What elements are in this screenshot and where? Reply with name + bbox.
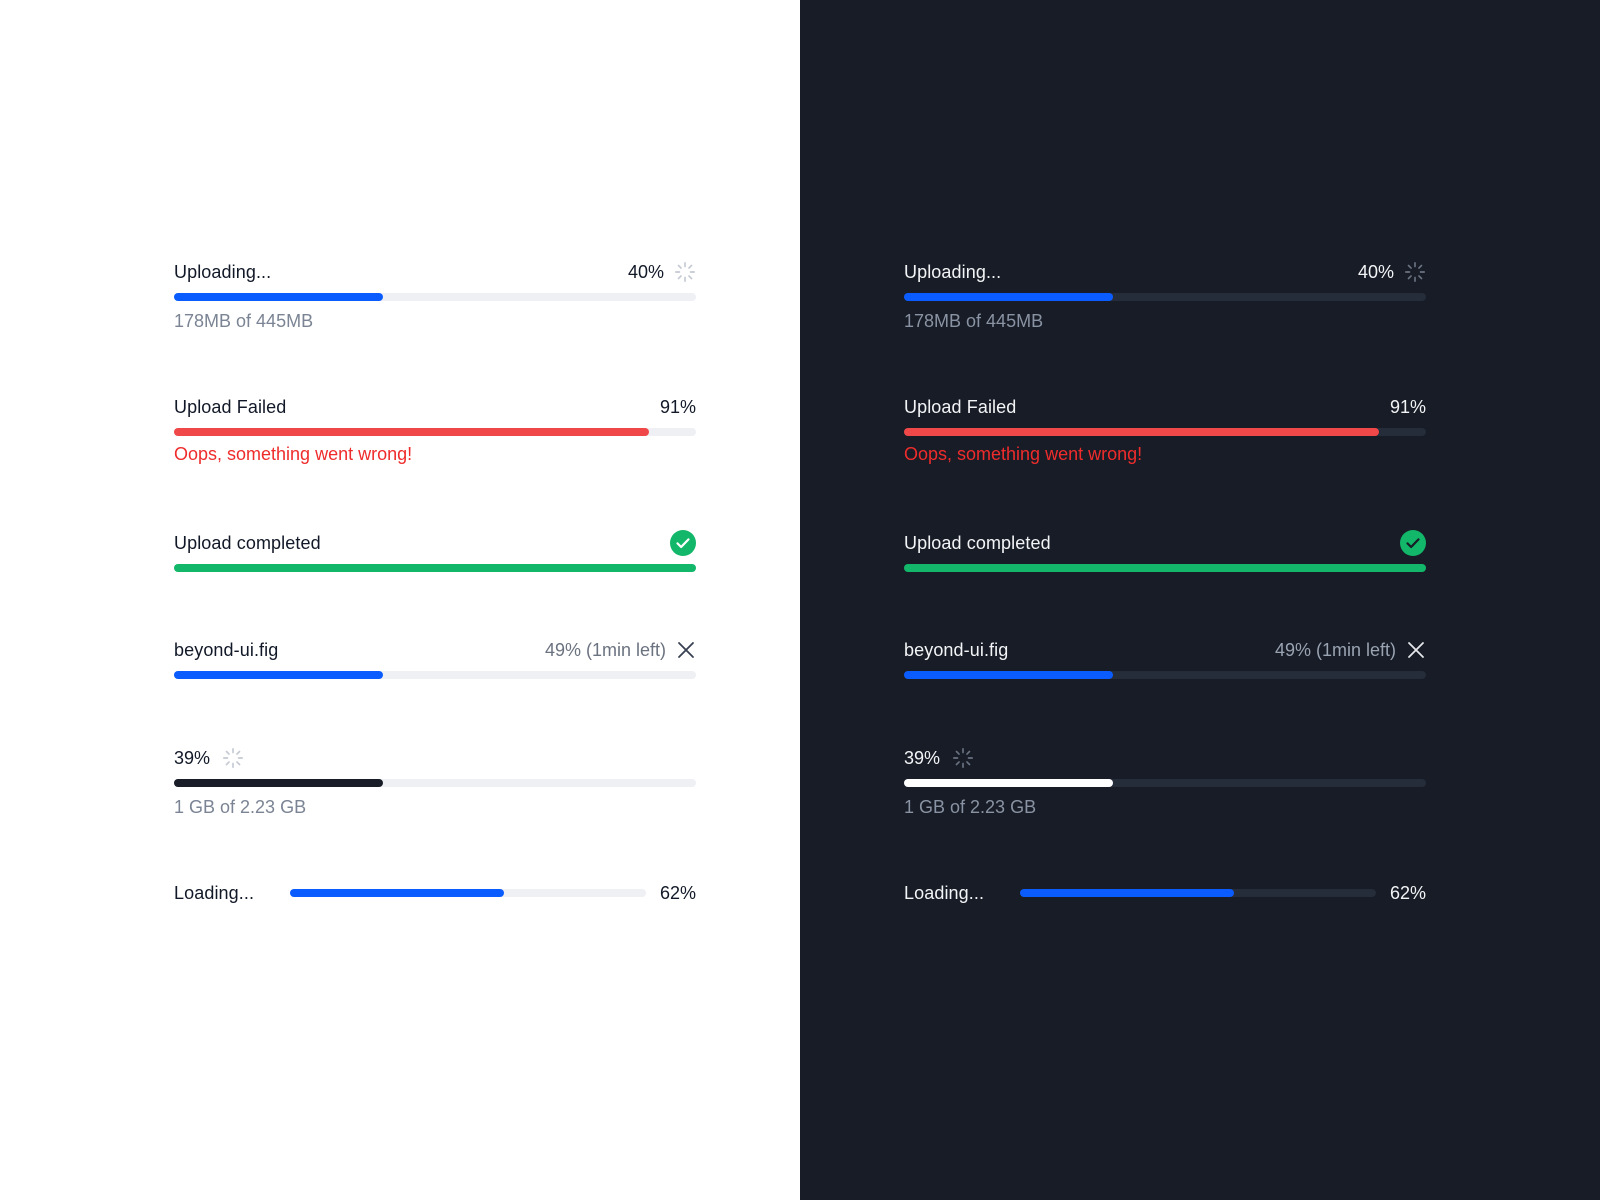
gb-size-detail: 1 GB of 2.23 GB [904, 797, 1037, 817]
upload-size-detail: 178MB of 445MB [174, 311, 314, 331]
loading-title: Loading... [174, 882, 255, 903]
progress-fill [904, 293, 1113, 301]
spinner-icon [675, 262, 695, 282]
loading-progress: Loading... 62% [904, 880, 1426, 906]
progress-track [290, 889, 646, 897]
completed-progress: Upload completed [904, 530, 1426, 572]
completed-title: Upload completed [904, 532, 1051, 553]
uploading-title: Uploading... [904, 261, 1002, 282]
uploading-title: Uploading... [174, 261, 272, 282]
uploading-percent: 40% [627, 261, 664, 282]
progress-fill [174, 428, 650, 436]
progress-track [174, 428, 696, 436]
uploading-percent: 40% [1357, 261, 1394, 282]
progress-fill [904, 779, 1113, 787]
progress-track [1020, 889, 1376, 897]
progress-fill [904, 671, 1113, 679]
spinner-icon [953, 748, 974, 768]
progress-track [174, 564, 696, 572]
progress-fill [174, 293, 383, 301]
progress-track [174, 671, 696, 679]
close-icon[interactable] [1406, 640, 1426, 660]
loading-percent: 62% [1389, 882, 1426, 903]
loading-percent: 62% [659, 882, 696, 903]
completed-title: Upload completed [174, 532, 321, 553]
failed-percent: 91% [659, 396, 696, 417]
upload-size-detail: 178MB of 445MB [904, 311, 1044, 331]
file-upload-progress: beyond-ui.fig 49% (1min left) [904, 637, 1426, 679]
error-message: Oops, something went wrong! [904, 444, 1143, 464]
file-progress-meta: 49% (1min left) [544, 639, 666, 660]
failed-progress: Upload Failed 91% Oops, something went w… [174, 394, 696, 465]
gb-progress: 39% 1 GB of 2.23 GB [904, 745, 1426, 818]
close-icon[interactable] [676, 640, 696, 660]
loading-progress: Loading... 62% [174, 880, 696, 906]
light-theme-panel: Uploading... 40% 178MB of 445MB Upload F… [174, 259, 696, 906]
file-progress-meta: 49% (1min left) [1274, 639, 1396, 660]
dark-theme-panel: Uploading... 40% 178MB of 445MB Upload F… [800, 0, 1600, 1200]
gb-percent: 39% [904, 747, 941, 768]
error-message: Oops, something went wrong! [174, 444, 413, 464]
progress-track [904, 671, 1426, 679]
progress-track [904, 428, 1426, 436]
progress-fill [174, 779, 383, 787]
progress-fill [174, 671, 383, 679]
failed-progress: Upload Failed 91% Oops, something went w… [904, 394, 1426, 465]
loading-title: Loading... [904, 882, 985, 903]
spinner-icon [1405, 262, 1425, 282]
progress-track [904, 293, 1426, 301]
progress-track [174, 779, 696, 787]
uploading-progress: Uploading... 40% 178MB of 445MB [174, 259, 696, 332]
check-circle-icon [670, 530, 696, 556]
file-name: beyond-ui.fig [904, 639, 1009, 660]
progress-fill [904, 428, 1380, 436]
failed-title: Upload Failed [904, 396, 1017, 417]
completed-progress: Upload completed [174, 530, 696, 572]
progress-fill [904, 564, 1426, 572]
progress-fill [1020, 889, 1234, 897]
gb-progress: 39% 1 GB of 2.23 GB [174, 745, 696, 818]
progress-track [904, 779, 1426, 787]
file-upload-progress: beyond-ui.fig 49% (1min left) [174, 637, 696, 679]
uploading-progress: Uploading... 40% 178MB of 445MB [904, 259, 1426, 332]
file-name: beyond-ui.fig [174, 639, 279, 660]
progress-track [174, 293, 696, 301]
spinner-icon [223, 748, 244, 768]
progress-track [904, 564, 1426, 572]
check-circle-icon [1400, 530, 1426, 556]
gb-size-detail: 1 GB of 2.23 GB [174, 797, 307, 817]
failed-percent: 91% [1389, 396, 1426, 417]
progress-fill [290, 889, 504, 897]
gb-percent: 39% [174, 747, 211, 768]
progress-fill [174, 564, 696, 572]
failed-title: Upload Failed [174, 396, 287, 417]
